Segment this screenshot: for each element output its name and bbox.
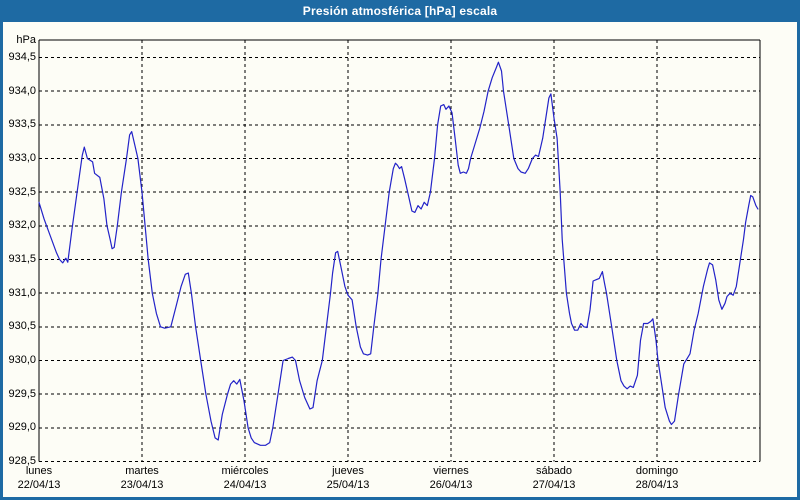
y-axis-tick-label: 933,0 <box>8 152 36 164</box>
day-name-label: jueves <box>332 465 364 477</box>
day-name-label: viernes <box>433 465 469 477</box>
y-axis-tick-label: 932,0 <box>8 219 36 232</box>
x-axis-day-label: viernes 26/04/13 <box>403 464 499 492</box>
y-axis-tick-label: 929,0 <box>8 421 36 434</box>
day-name-label: sábado <box>535 465 573 477</box>
y-axis-tick-label: 931,0 <box>8 286 36 299</box>
day-date-label: 27/04/13 <box>532 479 576 491</box>
y-axis-tick-label: 933,5 <box>8 118 36 131</box>
day-name-label: lunes <box>25 465 53 477</box>
day-date-label: 26/04/13 <box>429 479 473 491</box>
x-axis-day-label: sábado 27/04/13 <box>506 464 602 492</box>
chart-title-bar: Presión atmosférica [hPa] escala <box>0 0 800 22</box>
chart-title: Presión atmosférica [hPa] escala <box>302 4 498 18</box>
day-date-label: 24/04/13 <box>223 479 267 491</box>
x-axis-day-label: martes 23/04/13 <box>94 464 190 492</box>
window-border-left <box>0 22 3 500</box>
y-axis-tick-label: 934,0 <box>8 84 36 97</box>
day-date-label: 23/04/13 <box>120 479 164 491</box>
x-axis-day-label: jueves 25/04/13 <box>300 464 396 492</box>
day-date-label: 22/04/13 <box>17 479 61 491</box>
x-axis-day-label: lunes 22/04/13 <box>0 464 87 492</box>
y-axis-tick-label: 931,5 <box>8 253 36 265</box>
y-axis-tick-label: 932,5 <box>8 185 36 198</box>
pressure-series-line <box>38 61 759 446</box>
y-axis-tick-label: 929,5 <box>8 387 36 400</box>
x-axis-day-label: domingo 28/04/13 <box>609 464 705 492</box>
day-name-label: martes <box>125 465 159 477</box>
x-axis-day-label: miércoles 24/04/13 <box>197 464 293 492</box>
day-date-label: 25/04/13 <box>326 479 370 491</box>
window-border-right <box>797 22 800 500</box>
day-name-label: domingo <box>635 465 679 477</box>
y-axis-unit-label: hPa <box>16 34 36 46</box>
day-name-label: miércoles <box>221 465 269 477</box>
y-axis-tick-label: 930,5 <box>8 320 36 333</box>
window-border-bottom <box>0 497 800 500</box>
y-axis-tick-label: 928,5 <box>8 455 36 467</box>
day-date-label: 28/04/13 <box>635 479 679 491</box>
y-axis-tick-label: 934,5 <box>8 51 36 63</box>
y-axis-tick-label: 930,0 <box>8 354 36 366</box>
